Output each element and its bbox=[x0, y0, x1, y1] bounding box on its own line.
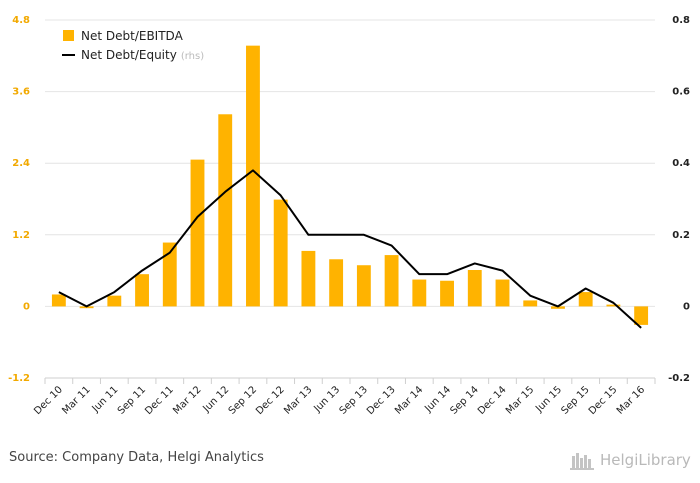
x-tick-label: Dec 12 bbox=[254, 384, 287, 417]
legend-label-line-suffix: (rhs) bbox=[181, 51, 204, 62]
x-tick-label: Jun 13 bbox=[311, 384, 342, 415]
x-tick-label: Sep 12 bbox=[227, 384, 259, 416]
x-tick-label: Jun 12 bbox=[201, 384, 232, 415]
helgi-library-icon bbox=[570, 453, 594, 470]
right-axis-ticks: -0.2 0 0.2 0.4 0.6 0.8 bbox=[668, 15, 690, 384]
bar bbox=[246, 45, 260, 307]
x-tick-label: Mar 13 bbox=[282, 384, 314, 416]
line-path bbox=[58, 169, 642, 329]
bar bbox=[190, 159, 205, 307]
x-tick-label: Jun 11 bbox=[90, 384, 121, 415]
bar bbox=[273, 199, 288, 307]
legend-label-line: Net Debt/Equity (rhs) bbox=[81, 48, 204, 62]
x-tick-label: Mar 16 bbox=[615, 384, 647, 416]
right-tick-label: 0.6 bbox=[672, 87, 690, 98]
bar bbox=[107, 295, 122, 307]
bar bbox=[356, 265, 371, 307]
x-tick-label: Mar 14 bbox=[393, 384, 425, 416]
left-tick-label: 4.8 bbox=[12, 15, 30, 26]
x-tick-label: Sep 14 bbox=[449, 384, 481, 416]
bar bbox=[467, 270, 482, 307]
left-tick-label: 2.4 bbox=[12, 158, 30, 169]
bar bbox=[135, 274, 149, 307]
bar bbox=[412, 279, 427, 307]
legend-label-line-name: Net Debt/Equity bbox=[81, 48, 177, 62]
bar bbox=[384, 255, 399, 307]
bar bbox=[634, 306, 649, 325]
x-tick-label: Dec 13 bbox=[365, 384, 398, 417]
bar bbox=[551, 306, 565, 309]
x-tick-label: Mar 12 bbox=[171, 384, 203, 416]
legend: Net Debt/EBITDA Net Debt/Equity (rhs) bbox=[62, 29, 204, 62]
chart: -1.2 0 1.2 2.4 3.6 4.8 -0.2 0 0.2 0.4 0.6 0.8 Dec … bbox=[8, 15, 690, 417]
bar bbox=[523, 300, 538, 307]
left-tick-label: 3.6 bbox=[12, 87, 30, 98]
bar bbox=[162, 242, 177, 307]
bar bbox=[606, 304, 621, 307]
gridlines bbox=[45, 19, 655, 379]
line-series bbox=[58, 169, 642, 329]
right-tick-label: 0.8 bbox=[672, 15, 690, 26]
x-tick-label: Sep 11 bbox=[116, 384, 148, 416]
x-tick-label: Jun 15 bbox=[533, 384, 564, 415]
x-tick-label: Mar 15 bbox=[504, 384, 536, 416]
left-tick-label: -1.2 bbox=[8, 373, 30, 384]
left-tick-label: 0 bbox=[23, 301, 30, 312]
left-tick-label: 1.2 bbox=[12, 230, 30, 241]
brand-name: HelgiLibrary bbox=[600, 451, 691, 469]
bar bbox=[218, 114, 233, 307]
legend-swatch-bar bbox=[63, 30, 74, 41]
bar bbox=[495, 279, 510, 307]
x-tick-label: Dec 10 bbox=[32, 384, 65, 417]
source-note: Source: Company Data, Helgi Analytics bbox=[9, 450, 264, 465]
bar bbox=[440, 280, 454, 307]
bar bbox=[578, 292, 593, 307]
bar bbox=[301, 250, 316, 307]
right-tick-label: 0.4 bbox=[672, 158, 690, 169]
right-tick-label: -0.2 bbox=[668, 373, 690, 384]
bar bbox=[51, 294, 66, 307]
x-tick-label: Sep 15 bbox=[559, 384, 591, 416]
x-tick-label: Mar 11 bbox=[60, 384, 92, 416]
legend-label-bar: Net Debt/EBITDA bbox=[81, 29, 184, 43]
right-tick-label: 0.2 bbox=[672, 230, 690, 241]
x-tick-label: Dec 14 bbox=[476, 384, 509, 417]
x-tick-label: Jun 14 bbox=[422, 384, 453, 415]
x-tick-label: Dec 11 bbox=[143, 384, 176, 417]
brand-logo: HelgiLibrary bbox=[570, 448, 691, 472]
x-tick-label: Dec 15 bbox=[587, 384, 620, 417]
left-axis-ticks: -1.2 0 1.2 2.4 3.6 4.8 bbox=[8, 15, 30, 384]
right-tick-label: 0 bbox=[683, 301, 690, 312]
x-tick-label: Sep 13 bbox=[338, 384, 370, 416]
bar bbox=[329, 259, 344, 307]
bar-series bbox=[51, 45, 649, 325]
